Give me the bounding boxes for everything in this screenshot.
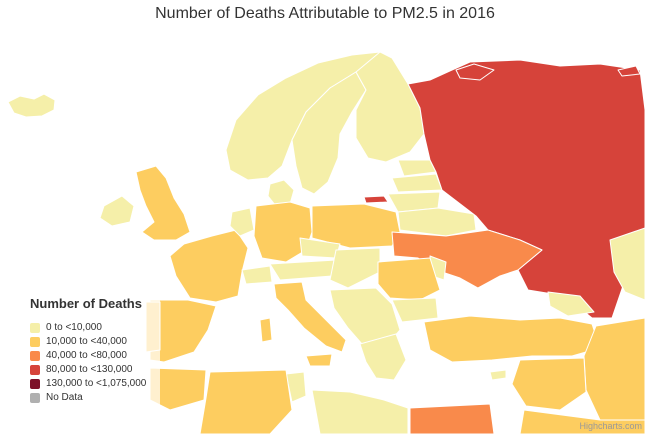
legend-label: 10,000 to <40,000 <box>46 336 127 347</box>
country-egypt[interactable] <box>409 403 495 434</box>
legend-swatch <box>30 364 40 375</box>
country-kazakhstan[interactable] <box>609 227 646 301</box>
country-caucasus[interactable] <box>547 291 595 317</box>
legend-label: No Data <box>46 392 83 403</box>
country-france[interactable] <box>169 229 249 303</box>
country-cyprus[interactable] <box>489 369 507 381</box>
country-syria-iraq[interactable] <box>511 357 587 411</box>
legend-swatch <box>30 322 40 333</box>
country-sicily[interactable] <box>305 353 333 367</box>
legend-item-3[interactable]: 80,000 to <130,000 <box>30 363 132 376</box>
legend-swatch <box>30 336 40 347</box>
country-sardinia[interactable] <box>259 317 273 343</box>
country-latvia[interactable] <box>391 173 443 193</box>
legend-item-2[interactable]: 40,000 to <80,000 <box>30 349 127 362</box>
country-ireland[interactable] <box>99 195 135 227</box>
legend-swatch <box>30 392 40 403</box>
legend-label: 80,000 to <130,000 <box>46 364 133 375</box>
legend-title: Number of Deaths <box>30 296 142 311</box>
country-finland[interactable] <box>355 51 425 163</box>
legend-label: 0 to <10,000 <box>46 322 102 333</box>
country-saudi-arabia[interactable] <box>519 409 646 434</box>
country-iran[interactable] <box>583 317 646 421</box>
country-turkey[interactable] <box>423 315 601 363</box>
legend-label: 130,000 to <1,075,000 <box>46 378 147 389</box>
country-sweden[interactable] <box>291 71 367 195</box>
legend-item-1[interactable]: 10,000 to <40,000 <box>30 335 127 348</box>
legend-item-0[interactable]: 0 to <10,000 <box>30 321 102 334</box>
country-tunisia[interactable] <box>285 371 307 403</box>
country-libya[interactable] <box>311 389 409 434</box>
legend: Number of Deaths 0 to <10,000 10,000 to … <box>22 290 160 406</box>
country-united-kingdom[interactable] <box>135 165 191 241</box>
country-russia-kaliningrad[interactable] <box>363 195 389 204</box>
country-iceland[interactable] <box>7 93 56 118</box>
country-russia-north-island[interactable] <box>617 65 641 77</box>
country-greece[interactable] <box>359 333 407 381</box>
country-romania[interactable] <box>377 257 441 301</box>
country-belarus[interactable] <box>397 207 477 237</box>
country-bulgaria[interactable] <box>391 297 439 323</box>
country-algeria[interactable] <box>199 369 293 434</box>
country-ukraine[interactable] <box>391 229 543 289</box>
country-estonia[interactable] <box>397 159 437 177</box>
country-switzerland[interactable] <box>241 265 273 285</box>
credits-link[interactable]: Highcharts.com <box>579 421 642 431</box>
legend-item-4[interactable]: 130,000 to <1,075,000 <box>30 377 146 390</box>
legend-swatch <box>30 350 40 361</box>
country-austria[interactable] <box>269 259 337 281</box>
legend-item-5[interactable]: No Data <box>30 391 83 404</box>
country-russia-islands[interactable] <box>455 63 495 81</box>
legend-swatch <box>30 378 40 389</box>
legend-label: 40,000 to <80,000 <box>46 350 127 361</box>
map-title: Number of Deaths Attributable to PM2.5 i… <box>155 5 495 22</box>
country-benelux[interactable] <box>229 207 255 237</box>
country-italy[interactable] <box>273 281 347 353</box>
country-slovakia-hungary[interactable] <box>329 247 381 289</box>
